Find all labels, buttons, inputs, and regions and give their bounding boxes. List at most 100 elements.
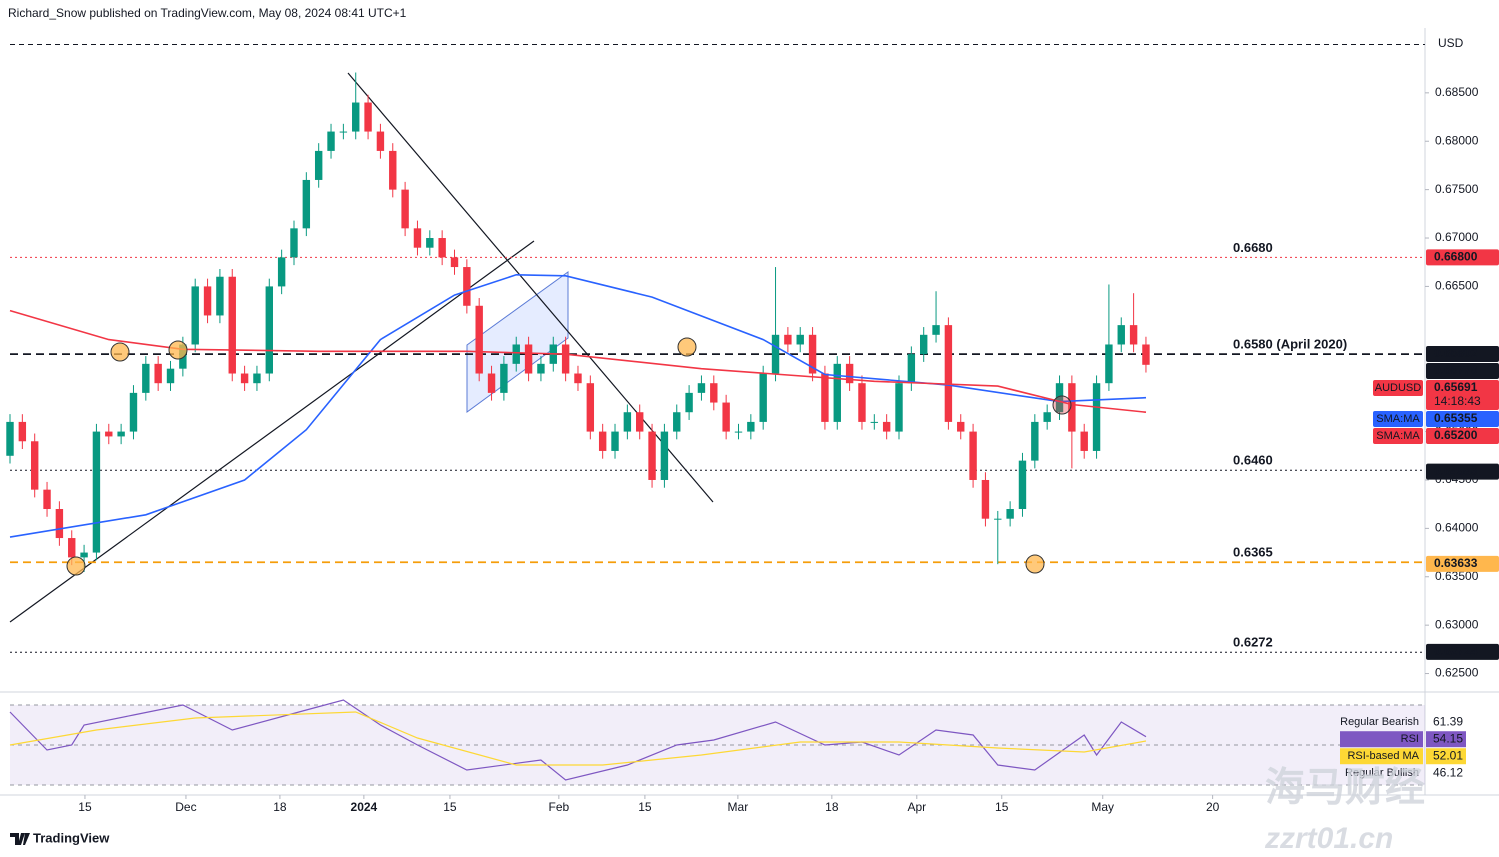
series-name-box xyxy=(1373,427,1423,444)
price-tag-label: 0.64586 xyxy=(1434,464,1478,478)
candle-body xyxy=(561,344,570,374)
candle-body xyxy=(450,257,459,268)
x-tick-label: 15 xyxy=(638,800,652,814)
trendline xyxy=(9,240,535,623)
candle-body xyxy=(821,373,829,422)
candle-body xyxy=(685,392,693,413)
line xyxy=(9,711,1147,766)
candle-body xyxy=(648,431,656,480)
candle-body xyxy=(191,286,199,345)
price-tag-label: 0.65355 xyxy=(1434,411,1478,425)
rsi-name: RSI-based MA xyxy=(1347,750,1419,762)
candle-body xyxy=(882,421,891,432)
candle-body xyxy=(463,267,471,306)
rsi-value-box xyxy=(1426,731,1466,748)
x-tick-label: Apr xyxy=(907,800,926,814)
candle-body xyxy=(401,189,409,229)
marker xyxy=(110,342,130,362)
series-name-box xyxy=(1373,410,1423,427)
x-tick-label: 18 xyxy=(273,800,287,814)
candle-body xyxy=(1129,325,1138,345)
price-tag-label: 0.65802 xyxy=(1434,346,1478,360)
candle-body xyxy=(524,344,533,374)
candle-body xyxy=(636,412,644,432)
candle-body xyxy=(1092,383,1101,451)
rsi-name: RSI xyxy=(1401,733,1419,745)
candle-body xyxy=(611,431,619,451)
markers xyxy=(66,337,1072,576)
candle-body xyxy=(92,431,101,553)
level-label: 0.6365 xyxy=(1233,545,1273,560)
candle-body xyxy=(710,383,718,403)
candle-body xyxy=(389,150,397,190)
level-label: 0.6272 xyxy=(1233,635,1273,650)
candle-body xyxy=(512,344,520,364)
x-tick-label: 15 xyxy=(443,800,457,814)
candle-body xyxy=(55,509,64,539)
candle-body xyxy=(426,238,434,248)
candle-body xyxy=(1031,421,1039,461)
price-tag-label: 0.65200 xyxy=(1434,428,1478,442)
rsi-value: 54.15 xyxy=(1433,731,1463,745)
rsi-name-box xyxy=(1340,731,1423,748)
candle-body xyxy=(290,228,298,258)
candle-body xyxy=(500,363,508,393)
price-tag xyxy=(1426,362,1499,379)
candle-body xyxy=(1080,431,1088,451)
x-tick-label: 15 xyxy=(78,800,92,814)
candle-body xyxy=(364,102,372,132)
x-tick-label: Mar xyxy=(728,800,749,814)
candle-body xyxy=(277,257,286,287)
price-tag xyxy=(1426,643,1499,660)
candle-body xyxy=(994,518,1002,520)
candle-body xyxy=(808,334,817,374)
currency-label: USD xyxy=(1438,36,1464,50)
price-tag xyxy=(1426,427,1499,444)
candle-body xyxy=(981,479,990,519)
candle-body xyxy=(314,150,323,180)
watermark: zzrt01.cn xyxy=(1264,822,1393,855)
rsi-name: Regular Bearish xyxy=(1340,716,1419,728)
candle-body xyxy=(697,383,706,393)
candle-body xyxy=(747,421,755,432)
x-tick-label: Dec xyxy=(175,800,196,814)
rsi-name: Regular Bullish xyxy=(1345,767,1419,779)
publish-header: Richard_Snow published on TradingView.co… xyxy=(8,6,407,20)
candle-body xyxy=(969,431,977,480)
candle-body xyxy=(771,334,780,374)
candle-body xyxy=(1043,412,1051,422)
candle-body xyxy=(105,431,113,437)
countdown: 14:18:43 xyxy=(1434,394,1481,408)
candle-body xyxy=(240,373,249,384)
candle-body xyxy=(253,373,261,384)
line xyxy=(9,309,1147,413)
y-tick-label: 0.66500 xyxy=(1435,279,1479,293)
price-tag-label: 0.66800 xyxy=(1434,250,1478,264)
candle-body xyxy=(43,489,51,510)
y-tick-label: 0.63000 xyxy=(1435,617,1479,631)
logo-text: TradingView xyxy=(33,830,110,845)
candle-body xyxy=(722,402,730,432)
y-tick-label: 0.67000 xyxy=(1435,230,1479,244)
level-label: 0.6460 xyxy=(1233,453,1273,468)
candle-body xyxy=(919,334,928,355)
candle-body xyxy=(870,421,879,423)
candle-body xyxy=(203,286,212,316)
x-tick-label: Feb xyxy=(548,800,569,814)
candle-body xyxy=(845,363,854,384)
x-tick-label: 2024 xyxy=(351,800,378,814)
marker xyxy=(66,556,86,576)
candle-body xyxy=(907,354,916,384)
candle-body xyxy=(352,102,360,132)
line xyxy=(9,699,1147,781)
marker xyxy=(677,337,697,357)
y-tick-label: 0.67500 xyxy=(1435,182,1479,196)
candle-body xyxy=(142,363,150,393)
candle-body xyxy=(376,131,385,151)
candle-body xyxy=(858,383,866,422)
candle-body xyxy=(1055,383,1064,413)
y-tick-label: 0.62500 xyxy=(1435,666,1479,680)
rsi-name-box xyxy=(1340,748,1423,765)
y-tick-label: 0.63500 xyxy=(1435,569,1479,583)
